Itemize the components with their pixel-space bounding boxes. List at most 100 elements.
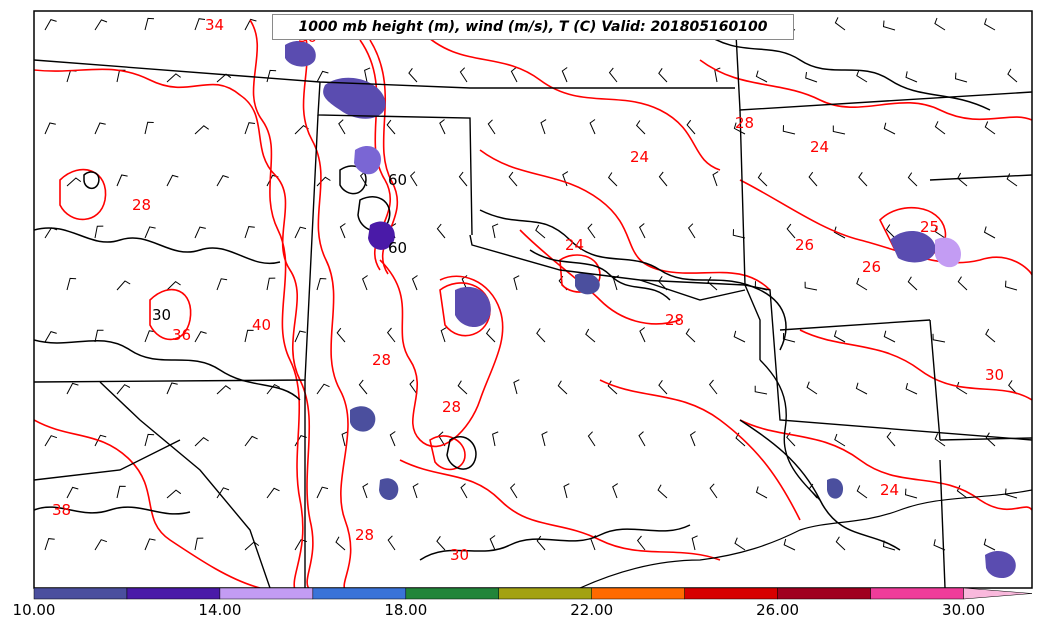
wind-barb bbox=[636, 535, 646, 551]
wind-barb bbox=[733, 330, 746, 343]
wind-barb bbox=[733, 122, 746, 135]
wind-barb bbox=[492, 223, 499, 239]
wind-barb bbox=[487, 119, 496, 135]
wind-barb bbox=[985, 432, 996, 447]
wind-barb bbox=[66, 486, 79, 499]
wind-barb bbox=[855, 382, 868, 395]
wind-barb bbox=[436, 223, 446, 239]
wind-barb bbox=[856, 69, 868, 83]
wind-barb bbox=[786, 223, 796, 239]
wind-barb bbox=[638, 223, 646, 239]
wind-barb bbox=[956, 485, 968, 499]
wind-barb bbox=[1006, 173, 1018, 187]
colorbar-bin bbox=[684, 587, 778, 600]
wind-barb bbox=[983, 538, 996, 551]
wind-barb bbox=[144, 226, 156, 239]
colorbar-bin bbox=[963, 587, 1033, 600]
contour-label: 26 bbox=[862, 258, 881, 276]
colorbar-bin bbox=[33, 587, 128, 600]
contour-label: 28 bbox=[735, 114, 754, 132]
wind-barb bbox=[833, 226, 846, 239]
wind-barb bbox=[885, 224, 896, 239]
wind-barb bbox=[440, 327, 447, 343]
wind-barb bbox=[658, 380, 668, 395]
wind-barb bbox=[358, 379, 368, 395]
wind-barb bbox=[66, 277, 77, 291]
map-frame bbox=[33, 10, 1033, 589]
wind-barb bbox=[513, 275, 520, 291]
contour-label: 60 bbox=[388, 239, 407, 257]
wind-barb bbox=[409, 379, 418, 395]
wind-barb bbox=[412, 483, 419, 499]
wind-barb bbox=[216, 385, 231, 395]
wind-barb bbox=[957, 172, 968, 187]
wind-barb bbox=[459, 67, 468, 83]
wind-barb bbox=[166, 382, 178, 395]
wind-barbs bbox=[44, 15, 1018, 551]
contour-label: 38 bbox=[52, 501, 71, 519]
wind-barb bbox=[339, 223, 346, 239]
wind-barb bbox=[856, 277, 868, 291]
wind-barb bbox=[589, 119, 596, 135]
contour-label: 28 bbox=[442, 398, 461, 416]
contour-label: 28 bbox=[665, 311, 684, 329]
contour-label: 40 bbox=[252, 316, 271, 334]
wind-barb bbox=[832, 125, 846, 135]
colorbar-tick-label: 18.00 bbox=[384, 601, 428, 619]
contour-label: 26 bbox=[795, 236, 814, 254]
wind-barb bbox=[336, 327, 346, 343]
wind-barb bbox=[587, 223, 596, 239]
wind-barb bbox=[485, 328, 496, 343]
colorbar-tick-label: 26.00 bbox=[756, 601, 800, 619]
colorbar-bin bbox=[405, 587, 500, 600]
colorbar-bin bbox=[591, 587, 685, 600]
wind-barb bbox=[513, 379, 520, 395]
wind-barb bbox=[834, 17, 846, 31]
wind-barb bbox=[166, 73, 181, 83]
wind-barb bbox=[216, 174, 229, 187]
wind-barb bbox=[882, 20, 896, 31]
wind-barb bbox=[44, 227, 58, 239]
wind-barb bbox=[144, 330, 156, 343]
wind-barb bbox=[244, 226, 255, 239]
wind-barb bbox=[244, 18, 257, 31]
contour-label: 30 bbox=[985, 366, 1004, 384]
wind-barb bbox=[389, 431, 396, 447]
wind-barb bbox=[44, 538, 55, 551]
wind-barb bbox=[316, 486, 329, 499]
colorbar bbox=[33, 587, 1033, 600]
contour-label: 30 bbox=[152, 306, 171, 324]
wind-barb bbox=[489, 535, 496, 551]
wind-barb bbox=[116, 280, 131, 291]
wind-barb bbox=[806, 381, 818, 395]
wind-barb bbox=[985, 328, 996, 343]
contour-label: 24 bbox=[565, 236, 584, 254]
wind-barb bbox=[194, 331, 207, 343]
wind-barb bbox=[883, 122, 896, 135]
wind-barb bbox=[732, 229, 746, 239]
colorbar-bin bbox=[126, 587, 221, 600]
wind-barb bbox=[886, 431, 896, 447]
wind-barb bbox=[510, 67, 518, 83]
wind-barb bbox=[783, 538, 796, 551]
wind-barb bbox=[166, 489, 182, 499]
contour-label: 24 bbox=[880, 481, 899, 499]
wind-barb bbox=[712, 171, 719, 187]
wind-barb bbox=[362, 483, 369, 499]
wind-barb bbox=[66, 69, 77, 83]
wind-barb bbox=[66, 177, 82, 187]
wind-barb bbox=[782, 332, 796, 343]
colorbar-tick-label: 30.00 bbox=[942, 601, 985, 619]
wind-barb bbox=[658, 68, 668, 83]
wind-barb bbox=[687, 223, 696, 239]
wind-barb bbox=[905, 382, 918, 395]
wind-barb bbox=[983, 226, 996, 239]
colorbar-bin bbox=[312, 587, 407, 600]
contour-label: 25 bbox=[920, 218, 939, 236]
colorbar-tick-label: 10.00 bbox=[12, 601, 56, 619]
wind-barb bbox=[612, 483, 618, 499]
wind-barb bbox=[457, 380, 468, 395]
wind-barb bbox=[639, 327, 646, 343]
wind-barb bbox=[607, 172, 618, 187]
